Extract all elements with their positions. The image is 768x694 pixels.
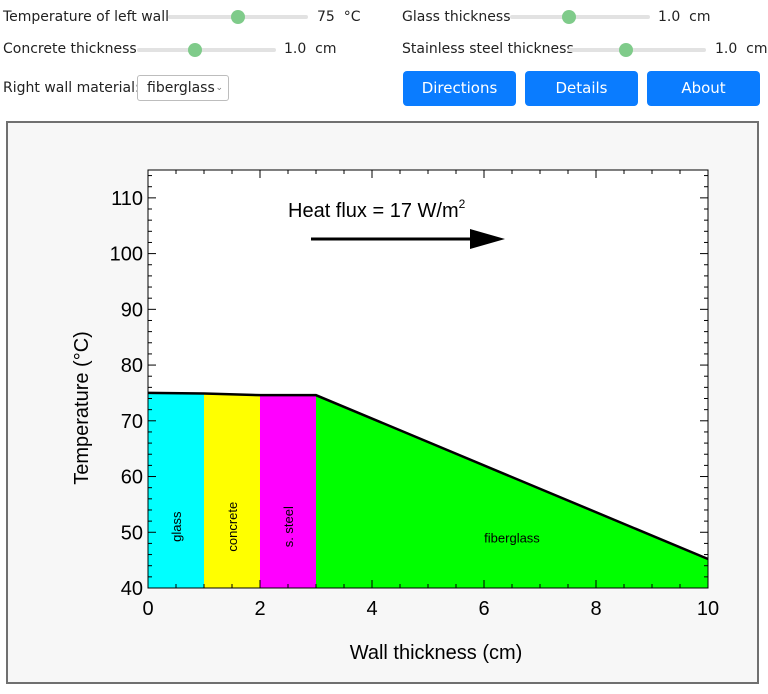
y-axis-label: Temperature (°C) (71, 331, 93, 485)
y-tick-label: 60 (121, 467, 143, 489)
concrete-thickness-label: Concrete thickness (3, 41, 137, 57)
steel-thickness-value: 1.0 cm (715, 41, 768, 57)
layer-label: glass (169, 511, 184, 542)
layer-fill-2 (260, 395, 316, 588)
slider-track (510, 15, 650, 19)
steel-thickness-slider[interactable] (568, 43, 706, 57)
x-tick-label: 2 (254, 598, 265, 620)
y-tick-label: 100 (110, 244, 143, 266)
slider-thumb[interactable] (561, 10, 576, 24)
steel-thickness-label: Stainless steel thickness (402, 41, 574, 57)
slider-thumb[interactable] (618, 43, 633, 57)
details-button[interactable]: Details (525, 71, 638, 106)
layer-fill-3 (316, 395, 708, 588)
x-tick-label: 6 (478, 598, 489, 620)
left-wall-temp-label: Temperature of left wall (3, 9, 170, 25)
left-wall-temp-value: 75 °C (317, 9, 361, 25)
chevron-down-icon: ⌄ (215, 83, 223, 93)
right-wall-material-label: Right wall material: (3, 80, 140, 96)
x-tick-label: 4 (366, 598, 377, 620)
y-tick-label: 50 (121, 522, 143, 544)
heat-flux-annotation: Heat flux = 17 W/m2 (288, 197, 466, 222)
slider-track (568, 48, 706, 52)
about-button[interactable]: About (647, 71, 760, 106)
x-tick-label: 0 (142, 598, 153, 620)
x-tick-label: 8 (590, 598, 601, 620)
concrete-thickness-value: 1.0 cm (284, 41, 337, 57)
glass-thickness-value: 1.0 cm (658, 9, 711, 25)
x-tick-label: 10 (697, 598, 719, 620)
y-tick-label: 90 (121, 299, 143, 321)
slider-thumb[interactable] (231, 10, 245, 24)
heat-flux-arrow-head (470, 229, 505, 249)
y-tick-label: 80 (121, 355, 143, 377)
layer-label: fiberglass (484, 530, 540, 545)
glass-thickness-label: Glass thickness (402, 9, 511, 25)
x-axis-label: Wall thickness (cm) (350, 642, 523, 664)
layer-label: concrete (225, 502, 240, 552)
y-tick-label: 70 (121, 411, 143, 433)
y-tick-label: 110 (111, 188, 143, 210)
glass-thickness-slider[interactable] (510, 10, 650, 24)
y-tick-label: 40 (121, 578, 143, 600)
select-value: fiberglass (147, 80, 215, 96)
directions-button[interactable]: Directions (403, 71, 516, 106)
concrete-thickness-slider[interactable] (137, 43, 276, 57)
temperature-profile-line (147, 391, 709, 561)
layer-label: s. steel (281, 506, 296, 547)
right-wall-material-select[interactable]: fiberglass ⌄ (137, 75, 229, 101)
left-wall-temp-slider[interactable] (168, 10, 308, 24)
slider-track (137, 48, 276, 52)
layer-fill-1 (204, 393, 260, 588)
slider-thumb[interactable] (188, 43, 203, 57)
layer-fill-0 (148, 392, 204, 588)
